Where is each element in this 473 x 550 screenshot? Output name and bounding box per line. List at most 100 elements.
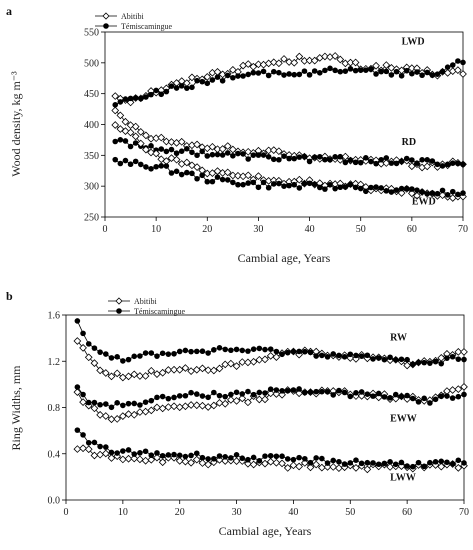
data-point-temiscamingue xyxy=(392,391,399,398)
data-point-temiscamingue xyxy=(357,159,364,166)
data-point-temiscamingue xyxy=(256,345,263,352)
data-point-temiscamingue xyxy=(235,73,241,79)
data-point-abitibi xyxy=(295,462,303,471)
data-point-abitibi xyxy=(101,369,110,377)
data-point-temiscamingue xyxy=(122,96,129,102)
data-point-abitibi xyxy=(336,55,345,64)
data-point-temiscamingue xyxy=(211,389,217,396)
data-point-temiscamingue xyxy=(270,68,277,75)
data-point-temiscamingue xyxy=(216,453,223,459)
x-tick-label: 40 xyxy=(288,507,298,518)
data-point-abitibi xyxy=(147,366,156,375)
data-point-temiscamingue xyxy=(194,152,200,159)
data-point-temiscamingue xyxy=(460,161,466,168)
data-point-temiscamingue xyxy=(80,391,86,398)
panel-b: b 0.0 0.4 0.8 1.2 1.6 0 10 20 30 40 50 60 70 RW EWW L… xyxy=(6,289,469,538)
data-point-abitibi xyxy=(136,455,144,464)
data-point-temiscamingue xyxy=(132,158,139,165)
x-tick-label: 20 xyxy=(175,507,185,518)
data-point-abitibi xyxy=(136,128,145,136)
data-point-abitibi xyxy=(386,356,394,365)
x-tick-label: 30 xyxy=(232,507,242,518)
data-point-abitibi xyxy=(269,146,278,154)
data-point-temiscamingue xyxy=(184,145,190,152)
data-point-abitibi xyxy=(124,410,133,418)
series-label-rw: RW xyxy=(390,332,407,343)
data-point-abitibi xyxy=(403,361,412,370)
series-label-rd: RD xyxy=(402,137,416,148)
data-point-temiscamingue xyxy=(327,157,333,163)
data-point-abitibi xyxy=(275,147,283,156)
data-point-temiscamingue xyxy=(159,393,166,400)
data-point-abitibi xyxy=(413,191,421,200)
data-point-abitibi xyxy=(107,415,116,424)
data-point-temiscamingue xyxy=(352,184,359,191)
data-point-temiscamingue xyxy=(322,156,328,163)
data-point-temiscamingue xyxy=(358,389,365,395)
data-point-temiscamingue xyxy=(419,157,425,163)
y-tick-label: 0.8 xyxy=(48,403,61,414)
legend-marker-diamond xyxy=(115,297,123,305)
data-point-temiscamingue xyxy=(398,393,405,400)
data-point-temiscamingue xyxy=(270,156,277,163)
data-point-temiscamingue xyxy=(120,358,126,364)
legend-marker-diamond xyxy=(102,12,110,20)
data-point-abitibi xyxy=(113,415,122,423)
data-point-temiscamingue xyxy=(85,439,92,446)
data-point-temiscamingue xyxy=(449,62,456,68)
data-point-abitibi xyxy=(187,367,195,376)
data-point-abitibi xyxy=(221,360,230,369)
data-point-temiscamingue xyxy=(224,177,231,183)
data-point-temiscamingue xyxy=(279,388,285,394)
data-point-temiscamingue xyxy=(154,450,160,456)
data-point-abitibi xyxy=(391,394,400,403)
data-point-temiscamingue xyxy=(131,451,138,457)
data-point-temiscamingue xyxy=(137,450,143,456)
data-point-temiscamingue xyxy=(117,99,124,105)
data-point-temiscamingue xyxy=(188,389,194,396)
data-point-temiscamingue xyxy=(392,356,399,363)
data-point-temiscamingue xyxy=(199,172,205,179)
data-point-temiscamingue xyxy=(378,68,384,75)
data-point-temiscamingue xyxy=(427,459,433,466)
data-point-temiscamingue xyxy=(460,190,466,196)
data-point-temiscamingue xyxy=(353,352,359,359)
data-point-temiscamingue xyxy=(427,400,433,406)
data-point-temiscamingue xyxy=(209,178,216,185)
data-point-abitibi xyxy=(244,358,252,367)
data-point-temiscamingue xyxy=(114,354,120,360)
y-tick-label: 300 xyxy=(84,182,99,193)
data-point-abitibi xyxy=(215,455,224,464)
data-point-temiscamingue xyxy=(387,395,393,401)
data-point-abitibi xyxy=(238,358,247,366)
series-label-lww: LWW xyxy=(390,472,416,483)
data-point-temiscamingue xyxy=(404,463,410,469)
data-point-temiscamingue xyxy=(103,401,109,407)
data-point-abitibi xyxy=(107,372,116,381)
data-point-abitibi xyxy=(272,390,281,398)
data-point-temiscamingue xyxy=(91,439,98,446)
data-point-temiscamingue xyxy=(216,392,223,399)
data-point-temiscamingue xyxy=(178,171,185,178)
data-point-temiscamingue xyxy=(260,68,267,75)
data-point-temiscamingue xyxy=(455,160,461,167)
data-point-abitibi xyxy=(198,459,207,467)
data-point-temiscamingue xyxy=(199,348,206,355)
data-point-temiscamingue xyxy=(319,455,325,462)
data-point-temiscamingue xyxy=(182,453,189,460)
data-point-temiscamingue xyxy=(381,394,388,400)
data-point-temiscamingue xyxy=(178,148,185,154)
data-point-temiscamingue xyxy=(209,77,216,83)
data-point-abitibi xyxy=(310,56,319,65)
data-point-temiscamingue xyxy=(138,95,144,102)
data-point-temiscamingue xyxy=(132,140,139,146)
data-point-temiscamingue xyxy=(393,187,400,193)
data-point-temiscamingue xyxy=(112,102,119,108)
data-point-temiscamingue xyxy=(182,392,189,399)
data-point-temiscamingue xyxy=(255,184,262,191)
data-point-temiscamingue xyxy=(250,152,257,158)
data-point-temiscamingue xyxy=(330,351,337,357)
data-point-temiscamingue xyxy=(138,161,144,168)
data-point-temiscamingue xyxy=(199,393,206,399)
data-point-temiscamingue xyxy=(357,67,364,73)
